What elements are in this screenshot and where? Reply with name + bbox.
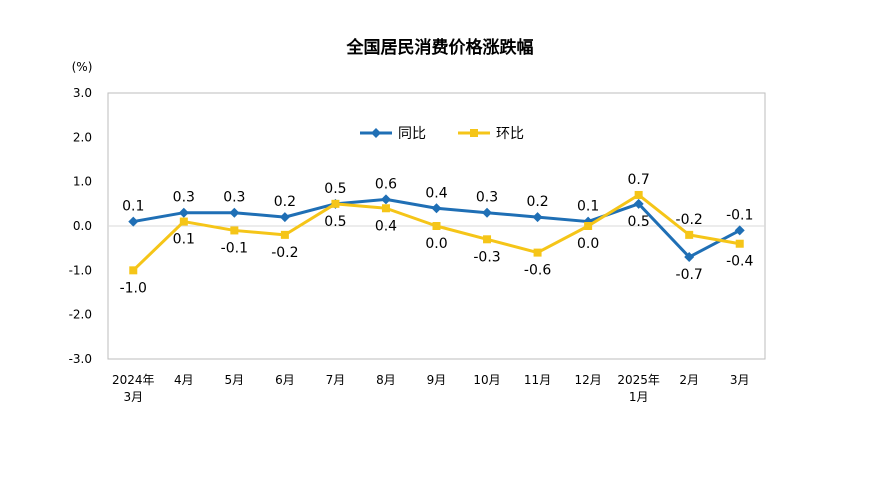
yoy-data-label: 0.1: [577, 199, 599, 215]
mom-point: [584, 222, 593, 230]
mom-data-label: 0.1: [173, 232, 195, 248]
mom-point: [432, 222, 441, 230]
x-tick-label: 11月: [524, 373, 551, 387]
yoy-data-label: 0.4: [425, 185, 447, 201]
yoy-point: [734, 225, 745, 236]
yoy-data-label: -0.1: [726, 207, 753, 223]
legend-swatch-marker: [470, 129, 478, 137]
y-axis-unit: (%): [72, 60, 93, 74]
yoy-point: [431, 203, 442, 214]
x-tick-label: 4月: [174, 373, 194, 387]
mom-point: [179, 217, 188, 226]
yoy-point: [482, 207, 493, 218]
yoy-data-label: 0.3: [173, 190, 195, 206]
yoy-data-label: 0.3: [223, 190, 245, 206]
mom-point: [483, 235, 492, 244]
x-tick-label: 6月: [275, 373, 295, 387]
y-tick-label: 3.0: [73, 86, 92, 100]
mom-data-label: 0.5: [324, 214, 346, 230]
yoy-point: [633, 198, 644, 209]
yoy-data-label: 0.1: [122, 199, 144, 215]
yoy-data-label: 0.6: [375, 176, 397, 192]
x-tick-label: 5月: [225, 373, 245, 387]
y-tick-label: -3.0: [69, 352, 92, 366]
mom-data-label: -0.3: [473, 249, 500, 265]
yoy-point: [532, 212, 543, 223]
x-tick-label: 3月: [730, 373, 750, 387]
yoy-point: [684, 252, 695, 263]
yoy-data-label: 0.5: [324, 181, 346, 197]
mom-data-label: -0.2: [676, 212, 703, 228]
x-tick-label: 9月: [427, 373, 447, 387]
chart-title: 全国居民消费价格涨跌幅: [346, 37, 534, 58]
mom-data-label: -0.1: [221, 240, 248, 256]
yoy-point: [229, 207, 240, 218]
mom-point: [129, 266, 138, 275]
mom-point: [735, 239, 744, 248]
mom-data-label: 0.0: [577, 236, 599, 252]
x-tick-label: 1月: [629, 390, 649, 404]
legend-label: 环比: [496, 126, 524, 142]
x-tick-label: 12月: [574, 373, 601, 387]
yoy-point: [128, 216, 139, 227]
x-tick-label: 2025年: [617, 373, 660, 387]
mom-point: [230, 226, 239, 235]
y-tick-label: 2.0: [73, 130, 92, 144]
y-tick-label: 0.0: [73, 219, 92, 233]
y-tick-label: -2.0: [69, 308, 92, 322]
x-tick-label: 7月: [326, 373, 346, 387]
yoy-data-label: 0.3: [476, 190, 498, 206]
mom-point: [685, 230, 694, 239]
mom-data-label: -0.6: [524, 263, 551, 279]
x-tick-label: 2月: [679, 373, 699, 387]
mom-point: [280, 230, 289, 239]
legend: 同比 环比: [360, 126, 524, 142]
legend-label: 同比: [398, 126, 426, 142]
x-tick-label: 2024年: [112, 373, 155, 387]
yoy-point: [178, 207, 189, 218]
x-tick-label: 3月: [123, 390, 143, 404]
series-group: [128, 190, 745, 275]
mom-point: [634, 190, 643, 199]
mom-point: [533, 248, 542, 257]
mom-data-label: 0.0: [425, 236, 447, 252]
yoy-data-label: 0.2: [526, 194, 548, 210]
yoy-point: [380, 194, 391, 205]
mom-data-label: -1.0: [120, 280, 147, 296]
mom-data-label: 0.4: [375, 218, 397, 234]
x-tick-label: 8月: [376, 373, 396, 387]
mom-data-label: -0.4: [726, 254, 753, 270]
yoy-data-label: 0.2: [274, 194, 296, 210]
mom-point: [331, 199, 340, 208]
y-tick-label: 1.0: [73, 175, 92, 189]
y-tick-label: -1.0: [69, 263, 92, 277]
mom-point: [381, 204, 390, 213]
yoy-point: [279, 212, 290, 223]
y-axis: 3.0 2.0 1.0 0.0 -1.0 -2.0 -3.0: [69, 86, 92, 366]
yoy-data-label: 0.5: [628, 214, 650, 230]
x-tick-label: 10月: [473, 373, 500, 387]
x-axis: 2024年 3月 4月 5月 6月 7月 8月 9月 10月 11月 12月 2025年 1月 2月 3月: [112, 373, 750, 404]
data-labels: 0.1 -1.0 0.3 0.1 0.3 -0.1 0.2 -0.2 0.5 0.5 0.6 0.4 0…: [120, 172, 754, 296]
yoy-data-label: -0.7: [676, 267, 703, 283]
mom-data-label: 0.7: [628, 172, 650, 188]
legend-swatch-marker: [371, 128, 381, 138]
mom-data-label: -0.2: [271, 245, 298, 261]
